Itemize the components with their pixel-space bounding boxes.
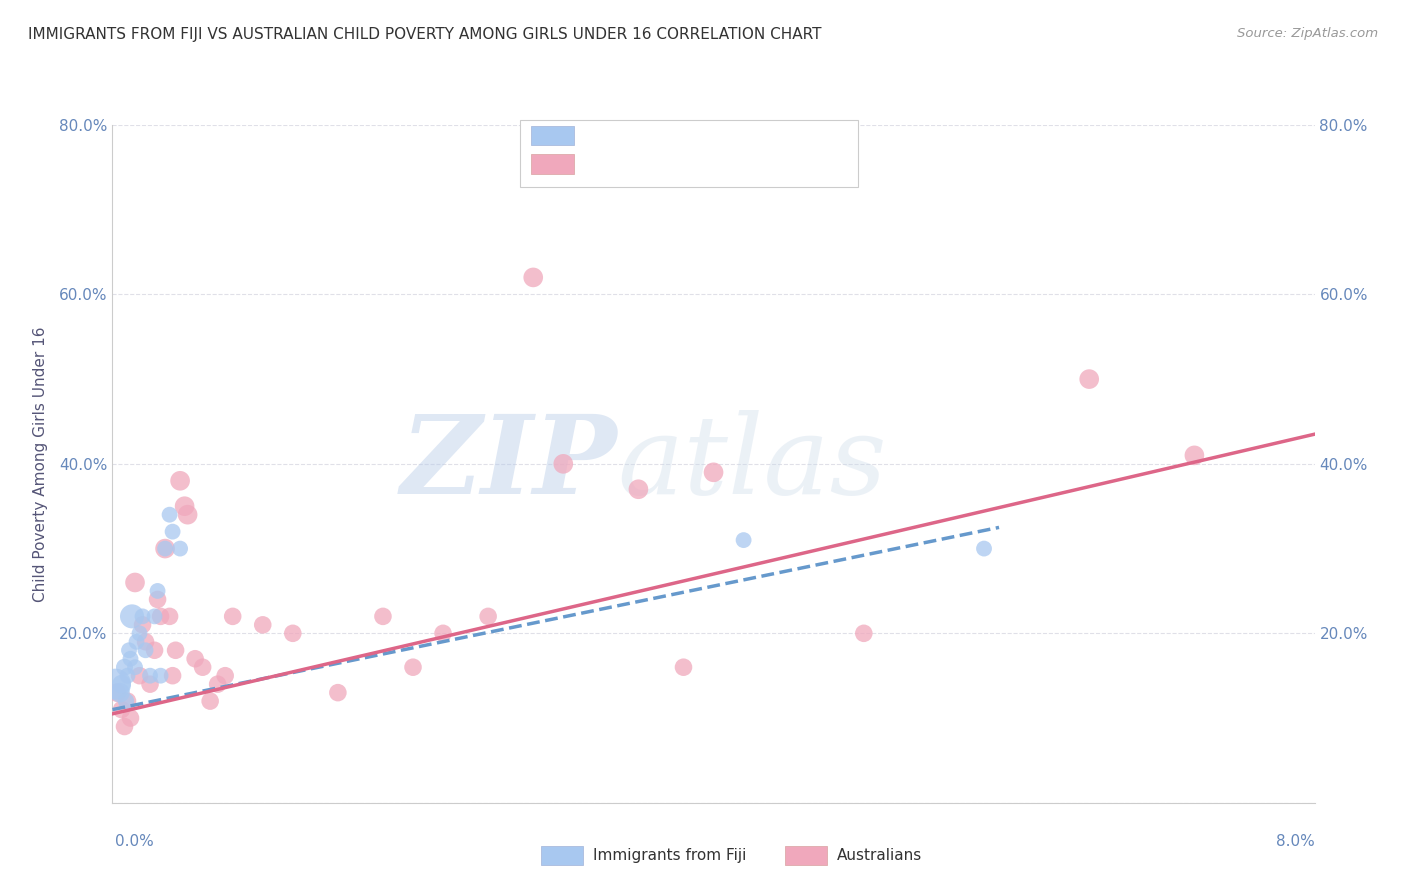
Point (115, 694, 138, 708)
Point (114, 719, 136, 733)
Point (733, 533, 755, 548)
Point (125, 635, 148, 649)
Point (120, 651, 142, 665)
Point (139, 677, 162, 691)
Text: R = 0.510: R = 0.510 (583, 157, 664, 171)
Point (110, 677, 132, 691)
Point (108, 686, 131, 700)
Point (110, 703, 132, 717)
Point (1184, 449, 1206, 463)
Point (214, 669, 236, 683)
Point (131, 617, 153, 632)
Point (184, 651, 207, 665)
Point (173, 500, 195, 514)
Text: ZIP: ZIP (401, 410, 617, 517)
Text: R = 0.579: R = 0.579 (583, 128, 664, 143)
Point (131, 609, 153, 624)
Point (176, 508, 198, 522)
Text: Source: ZipAtlas.com: Source: ZipAtlas.com (1237, 27, 1378, 40)
Point (522, 270, 544, 285)
Point (326, 686, 349, 700)
Point (672, 660, 695, 674)
Point (117, 669, 139, 683)
Point (169, 474, 191, 488)
Point (124, 575, 146, 590)
Text: atlas: atlas (617, 410, 887, 517)
Text: Immigrants from Fiji: Immigrants from Fiji (593, 848, 747, 863)
Point (281, 626, 304, 640)
Point (198, 694, 221, 708)
Text: IMMIGRANTS FROM FIJI VS AUSTRALIAN CHILD POVERTY AMONG GIRLS UNDER 16 CORRELATIO: IMMIGRANTS FROM FIJI VS AUSTRALIAN CHILD… (28, 27, 821, 42)
Point (149, 609, 172, 624)
Point (162, 669, 184, 683)
Text: 0.0%: 0.0% (115, 834, 155, 849)
Point (702, 466, 725, 480)
Point (852, 626, 875, 640)
Point (252, 617, 274, 632)
Text: N = 24: N = 24 (728, 128, 789, 143)
Point (153, 541, 176, 556)
Point (162, 524, 184, 539)
Point (135, 635, 157, 649)
Point (432, 626, 454, 640)
Point (191, 660, 214, 674)
Point (159, 609, 181, 624)
Point (973, 541, 995, 556)
Point (165, 643, 187, 657)
Point (207, 677, 229, 691)
Point (159, 508, 181, 522)
Point (105, 686, 128, 700)
Point (124, 660, 146, 674)
Point (128, 626, 150, 640)
Text: 8.0%: 8.0% (1275, 834, 1315, 849)
Point (371, 609, 394, 624)
Point (117, 694, 139, 708)
Point (143, 609, 166, 624)
Point (118, 643, 141, 657)
Point (149, 669, 172, 683)
Point (477, 609, 499, 624)
Point (128, 669, 150, 683)
Point (146, 592, 169, 607)
Point (135, 643, 157, 657)
Point (153, 541, 176, 556)
Text: Australians: Australians (837, 848, 922, 863)
Text: N = 41: N = 41 (728, 157, 789, 171)
Point (104, 677, 127, 691)
Point (146, 584, 169, 599)
Point (627, 483, 650, 497)
Point (114, 660, 136, 674)
Point (143, 643, 166, 657)
Point (120, 711, 142, 725)
Point (402, 660, 425, 674)
Point (139, 669, 162, 683)
Y-axis label: Child Poverty Among Girls Under 16: Child Poverty Among Girls Under 16 (32, 326, 48, 601)
Point (553, 457, 575, 471)
Point (169, 541, 191, 556)
Point (121, 609, 143, 624)
Point (1078, 372, 1101, 386)
Point (222, 609, 245, 624)
